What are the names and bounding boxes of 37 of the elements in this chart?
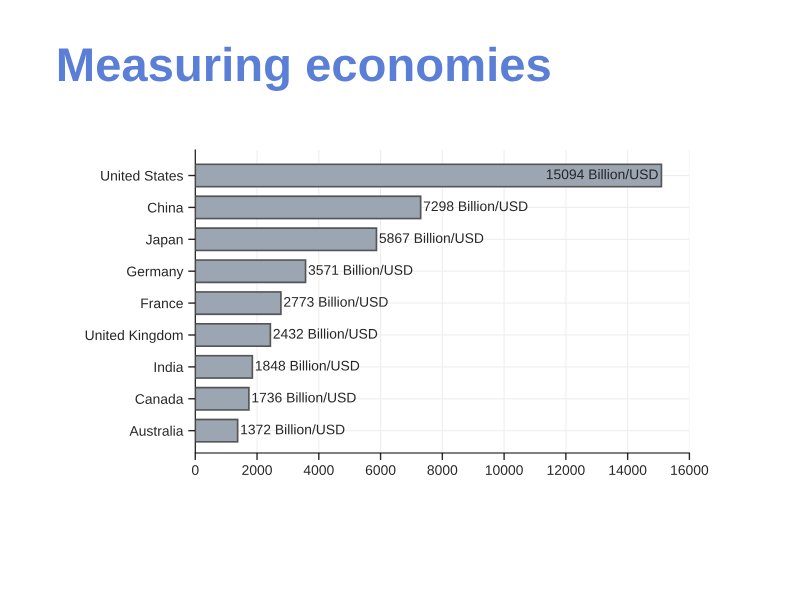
bar xyxy=(195,322,272,347)
x-tick-label: 6000 xyxy=(366,465,396,476)
data-label: 7298 Billion/USD xyxy=(424,200,528,212)
x-tick-label: 4000 xyxy=(304,465,334,476)
y-tick-label: China xyxy=(148,202,184,213)
data-label: 15094 Billion/USD xyxy=(546,169,658,180)
data-label: 3571 Billion/USD xyxy=(308,264,412,275)
x-tick-label: 14000 xyxy=(609,465,646,476)
chart-title: Measuring economies xyxy=(58,46,550,92)
bar xyxy=(195,354,254,379)
y-tick-label: France xyxy=(141,298,183,308)
y-tick-label: India xyxy=(154,362,184,372)
x-tick-label: 10000 xyxy=(486,465,523,476)
x-tick-label: 12000 xyxy=(548,465,585,476)
bar xyxy=(195,418,238,443)
bar xyxy=(195,195,422,220)
data-label: 5867 Billion/USD xyxy=(379,232,484,244)
x-tick-label: 16000 xyxy=(671,465,708,476)
data-label: 1848 Billion/USD xyxy=(256,360,360,371)
bar xyxy=(195,259,306,284)
y-tick-label: United Kingdom xyxy=(86,330,183,343)
y-tick-label: Australia xyxy=(129,426,184,436)
y-tick-label: United States xyxy=(101,170,183,181)
y-tick-label: Canada xyxy=(136,394,184,404)
y-tick-label: Germany xyxy=(127,266,184,280)
data-label: 2773 Billion/USD xyxy=(284,296,388,307)
bar xyxy=(195,291,282,316)
data-label: 1372 Billion/USD xyxy=(241,424,344,434)
x-tick-label: 0 xyxy=(192,465,199,476)
y-tick-label: Japan xyxy=(146,234,183,248)
data-label: 1736 Billion/USD xyxy=(252,392,356,403)
bar xyxy=(195,386,250,411)
x-tick-label: 8000 xyxy=(427,465,458,476)
bar xyxy=(195,164,662,188)
data-label: 2432 Billion/USD xyxy=(274,328,378,339)
x-tick-label: 2000 xyxy=(242,465,272,476)
bar xyxy=(195,227,378,252)
